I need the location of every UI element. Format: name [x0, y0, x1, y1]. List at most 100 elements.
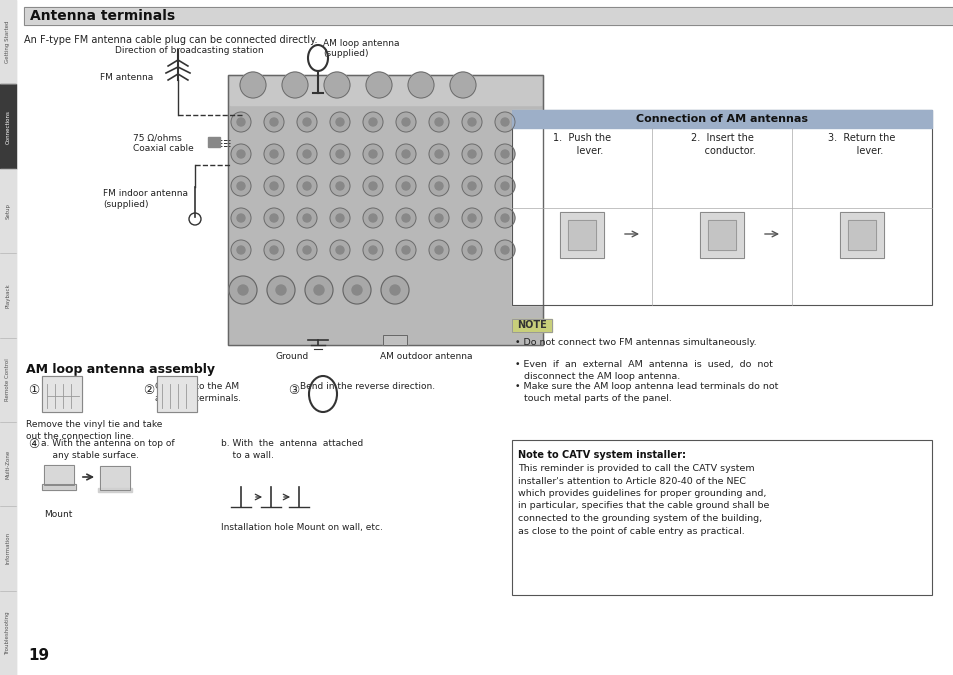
Circle shape [369, 214, 376, 222]
Circle shape [275, 285, 286, 295]
Text: Remove the vinyl tie and take
out the connection line.: Remove the vinyl tie and take out the co… [26, 420, 162, 441]
Text: AM outdoor antenna: AM outdoor antenna [379, 352, 472, 361]
Circle shape [369, 182, 376, 190]
Circle shape [401, 214, 410, 222]
Bar [512, 440, 931, 595]
Bar [0, 422, 16, 506]
Circle shape [335, 118, 344, 126]
Bar [707, 220, 735, 250]
Text: ①: ① [28, 383, 39, 396]
Circle shape [366, 72, 392, 98]
Bar [840, 212, 883, 258]
Circle shape [296, 144, 316, 164]
Circle shape [324, 72, 350, 98]
Text: Playback: Playback [6, 283, 10, 308]
Circle shape [330, 240, 350, 260]
Bar [42, 484, 76, 490]
Circle shape [495, 144, 515, 164]
Circle shape [335, 150, 344, 158]
Circle shape [429, 144, 449, 164]
Text: a. With the antenna on top of
    any stable surface.: a. With the antenna on top of any stable… [41, 439, 174, 460]
Bar [0, 591, 16, 675]
Circle shape [461, 208, 481, 228]
Text: Connection of AM antennas: Connection of AM antennas [636, 114, 807, 124]
Circle shape [363, 144, 382, 164]
Circle shape [264, 240, 284, 260]
Circle shape [303, 246, 311, 254]
Bar [0, 506, 16, 591]
Bar [228, 75, 542, 345]
Bar [24, 7, 953, 25]
Bar [0, 253, 16, 338]
Circle shape [270, 246, 277, 254]
Circle shape [401, 150, 410, 158]
Circle shape [435, 150, 442, 158]
Circle shape [395, 208, 416, 228]
Circle shape [264, 176, 284, 196]
Text: Mount: Mount [44, 510, 72, 519]
Circle shape [395, 240, 416, 260]
Circle shape [231, 176, 251, 196]
Text: Setup: Setup [6, 203, 10, 219]
Bar [100, 466, 130, 490]
Bar [44, 465, 74, 485]
Bar [700, 212, 743, 258]
Bar [208, 137, 220, 147]
Circle shape [264, 144, 284, 164]
Text: • Even  if  an  external  AM  antenna  is  used,  do  not
   disconnect the AM l: • Even if an external AM antenna is used… [515, 360, 772, 381]
Text: • Make sure the AM loop antenna lead terminals do not
   touch metal parts of th: • Make sure the AM loop antenna lead ter… [515, 382, 778, 403]
Text: Installation hole Mount on wall, etc.: Installation hole Mount on wall, etc. [221, 523, 382, 532]
Text: 3.  Return the
     lever.: 3. Return the lever. [827, 133, 895, 156]
Circle shape [296, 208, 316, 228]
Circle shape [236, 182, 245, 190]
Circle shape [282, 72, 308, 98]
Circle shape [237, 285, 248, 295]
Text: Connect to the AM
antenna terminals.: Connect to the AM antenna terminals. [154, 382, 241, 403]
Circle shape [435, 182, 442, 190]
Circle shape [231, 144, 251, 164]
Text: AM loop antenna
(supplied): AM loop antenna (supplied) [323, 39, 399, 59]
Circle shape [335, 182, 344, 190]
Circle shape [500, 182, 509, 190]
Text: 19: 19 [28, 648, 49, 663]
Circle shape [363, 112, 382, 132]
Text: Direction of broadcasting station: Direction of broadcasting station [115, 46, 263, 55]
Bar [0, 0, 16, 84]
Bar [512, 440, 931, 595]
Circle shape [303, 182, 311, 190]
Circle shape [264, 112, 284, 132]
Circle shape [236, 214, 245, 222]
Circle shape [395, 112, 416, 132]
Circle shape [369, 118, 376, 126]
Bar [42, 376, 82, 412]
Bar [42, 484, 76, 490]
Bar [0, 0, 16, 675]
Circle shape [229, 276, 256, 304]
Bar [382, 335, 407, 345]
Text: Multi-Zone: Multi-Zone [6, 450, 10, 479]
Circle shape [363, 176, 382, 196]
Bar [840, 212, 883, 258]
Circle shape [330, 144, 350, 164]
Circle shape [330, 176, 350, 196]
Bar [847, 220, 875, 250]
Circle shape [231, 240, 251, 260]
Circle shape [270, 182, 277, 190]
Bar [559, 212, 603, 258]
Text: AM loop antenna assembly: AM loop antenna assembly [26, 363, 214, 376]
Circle shape [236, 118, 245, 126]
Circle shape [435, 118, 442, 126]
Bar [228, 75, 542, 345]
Circle shape [468, 118, 476, 126]
Text: ②: ② [143, 383, 154, 396]
Circle shape [270, 150, 277, 158]
Circle shape [495, 240, 515, 260]
Circle shape [380, 276, 409, 304]
Circle shape [267, 276, 294, 304]
Circle shape [395, 144, 416, 164]
Bar [382, 335, 407, 345]
Text: 1.  Push the
     lever.: 1. Push the lever. [553, 133, 611, 156]
Text: • Do not connect two FM antennas simultaneously.: • Do not connect two FM antennas simulta… [515, 338, 756, 347]
Bar [0, 84, 16, 169]
Text: NOTE: NOTE [517, 321, 546, 331]
